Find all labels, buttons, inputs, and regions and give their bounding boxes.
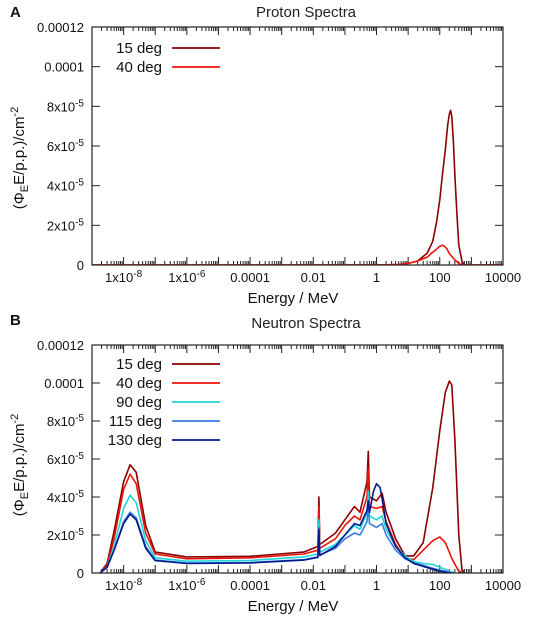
panel-a: A Proton Spectra 1x10-8 1x10-6 0.0001 0.01 1… (9, 4, 521, 307)
y-tick-label: 8x10-5 (47, 98, 85, 114)
y-tick-label: 4x10-5 (47, 489, 85, 505)
panel-b: B Neutron Spectra 1x10-8 1x10-6 0.0001 0.01… (9, 312, 521, 615)
legend-label: 115 deg (109, 413, 162, 430)
panel-b-y-axis-label: (ΦEE/p.p.)/cm-2 (9, 414, 31, 516)
y-tick-label: 4x10-5 (47, 178, 85, 194)
x-tick-label: 100 (429, 578, 451, 593)
panel-b-x-axis-label: Energy / MeV (248, 598, 339, 615)
x-tick-label: 100 (429, 270, 451, 285)
ylabel-b-main: (Φ (11, 499, 28, 516)
x-tick-label: 1x10-8 (105, 577, 143, 593)
x-tick-label: 1x10-6 (168, 269, 206, 285)
ylabel-a-main: (Φ (11, 192, 28, 209)
ylabel-b-sub: E (19, 492, 31, 499)
y-tick-label: 6x10-5 (47, 451, 85, 467)
y-tick-label: 2x10-5 (47, 217, 85, 233)
legend-label: 15 deg (116, 40, 162, 57)
y-tick-label: 0 (77, 258, 84, 273)
panel-letter-a: A (10, 4, 21, 21)
panel-a-title: Proton Spectra (256, 4, 357, 21)
panel-letter-b: B (10, 312, 21, 329)
ylabel-a-rest: E/p.p.)/cm (11, 117, 28, 185)
y-tick-label: 0.00012 (37, 20, 84, 35)
panel-a-y-axis-label: (ΦEE/p.p.)/cm-2 (9, 107, 31, 209)
panel-b-plot-area: 1x10-8 1x10-6 0.0001 0.01 1 100 10000 0 2x10-5 4x… (37, 338, 521, 593)
legend-label: 40 deg (116, 375, 162, 392)
x-tick-label: 0.0001 (230, 270, 270, 285)
ylabel-b-rest: E/p.p.)/cm (11, 424, 28, 492)
legend-label: 15 deg (116, 356, 162, 373)
plot-frame (91, 344, 504, 574)
y-tick-label: 2x10-5 (47, 527, 85, 543)
x-tick-label: 10000 (485, 270, 521, 285)
ylabel-a-sup: -2 (9, 107, 21, 117)
y-tick-label: 8x10-5 (47, 413, 85, 429)
x-tick-label: 1 (373, 578, 380, 593)
ylabel-b-sup: -2 (9, 414, 21, 424)
legend-label: 90 deg (116, 394, 162, 411)
series-line-115-deg (99, 503, 456, 573)
svg-text:(ΦEE/p.p.)/cm-2: (ΦEE/p.p.)/cm-2 (9, 107, 31, 209)
plot-frame (91, 26, 504, 266)
y-tick-label: 0.0001 (44, 376, 84, 391)
legend-label: 130 deg (108, 432, 162, 449)
panel-a-plot-area: 1x10-8 1x10-6 0.0001 0.01 1 100 10000 0 2x10-5 4x… (37, 20, 521, 285)
y-tick-label: 0.00012 (37, 338, 84, 353)
ylabel-a-sub: E (19, 185, 31, 192)
y-tick-label: 6x10-5 (47, 138, 85, 154)
x-tick-label: 1x10-6 (168, 577, 206, 593)
x-tick-label: 0.01 (301, 578, 326, 593)
y-tick-label: 0 (77, 566, 84, 581)
svg-text:(ΦEE/p.p.)/cm-2: (ΦEE/p.p.)/cm-2 (9, 414, 31, 516)
series-line-40-deg (92, 244, 503, 265)
x-tick-label: 10000 (485, 578, 521, 593)
legend-label: 40 deg (116, 59, 162, 76)
x-tick-label: 0.0001 (230, 578, 270, 593)
series-line-40-deg (99, 467, 463, 573)
x-tick-label: 1 (373, 270, 380, 285)
panel-b-title: Neutron Spectra (251, 315, 361, 332)
y-tick-label: 0.0001 (44, 60, 84, 75)
x-tick-label: 0.01 (301, 270, 326, 285)
x-tick-label: 1x10-8 (105, 269, 143, 285)
series-line-130-deg (99, 482, 450, 573)
panel-a-x-axis-label: Energy / MeV (248, 290, 339, 307)
series-line-15-deg (92, 109, 503, 265)
